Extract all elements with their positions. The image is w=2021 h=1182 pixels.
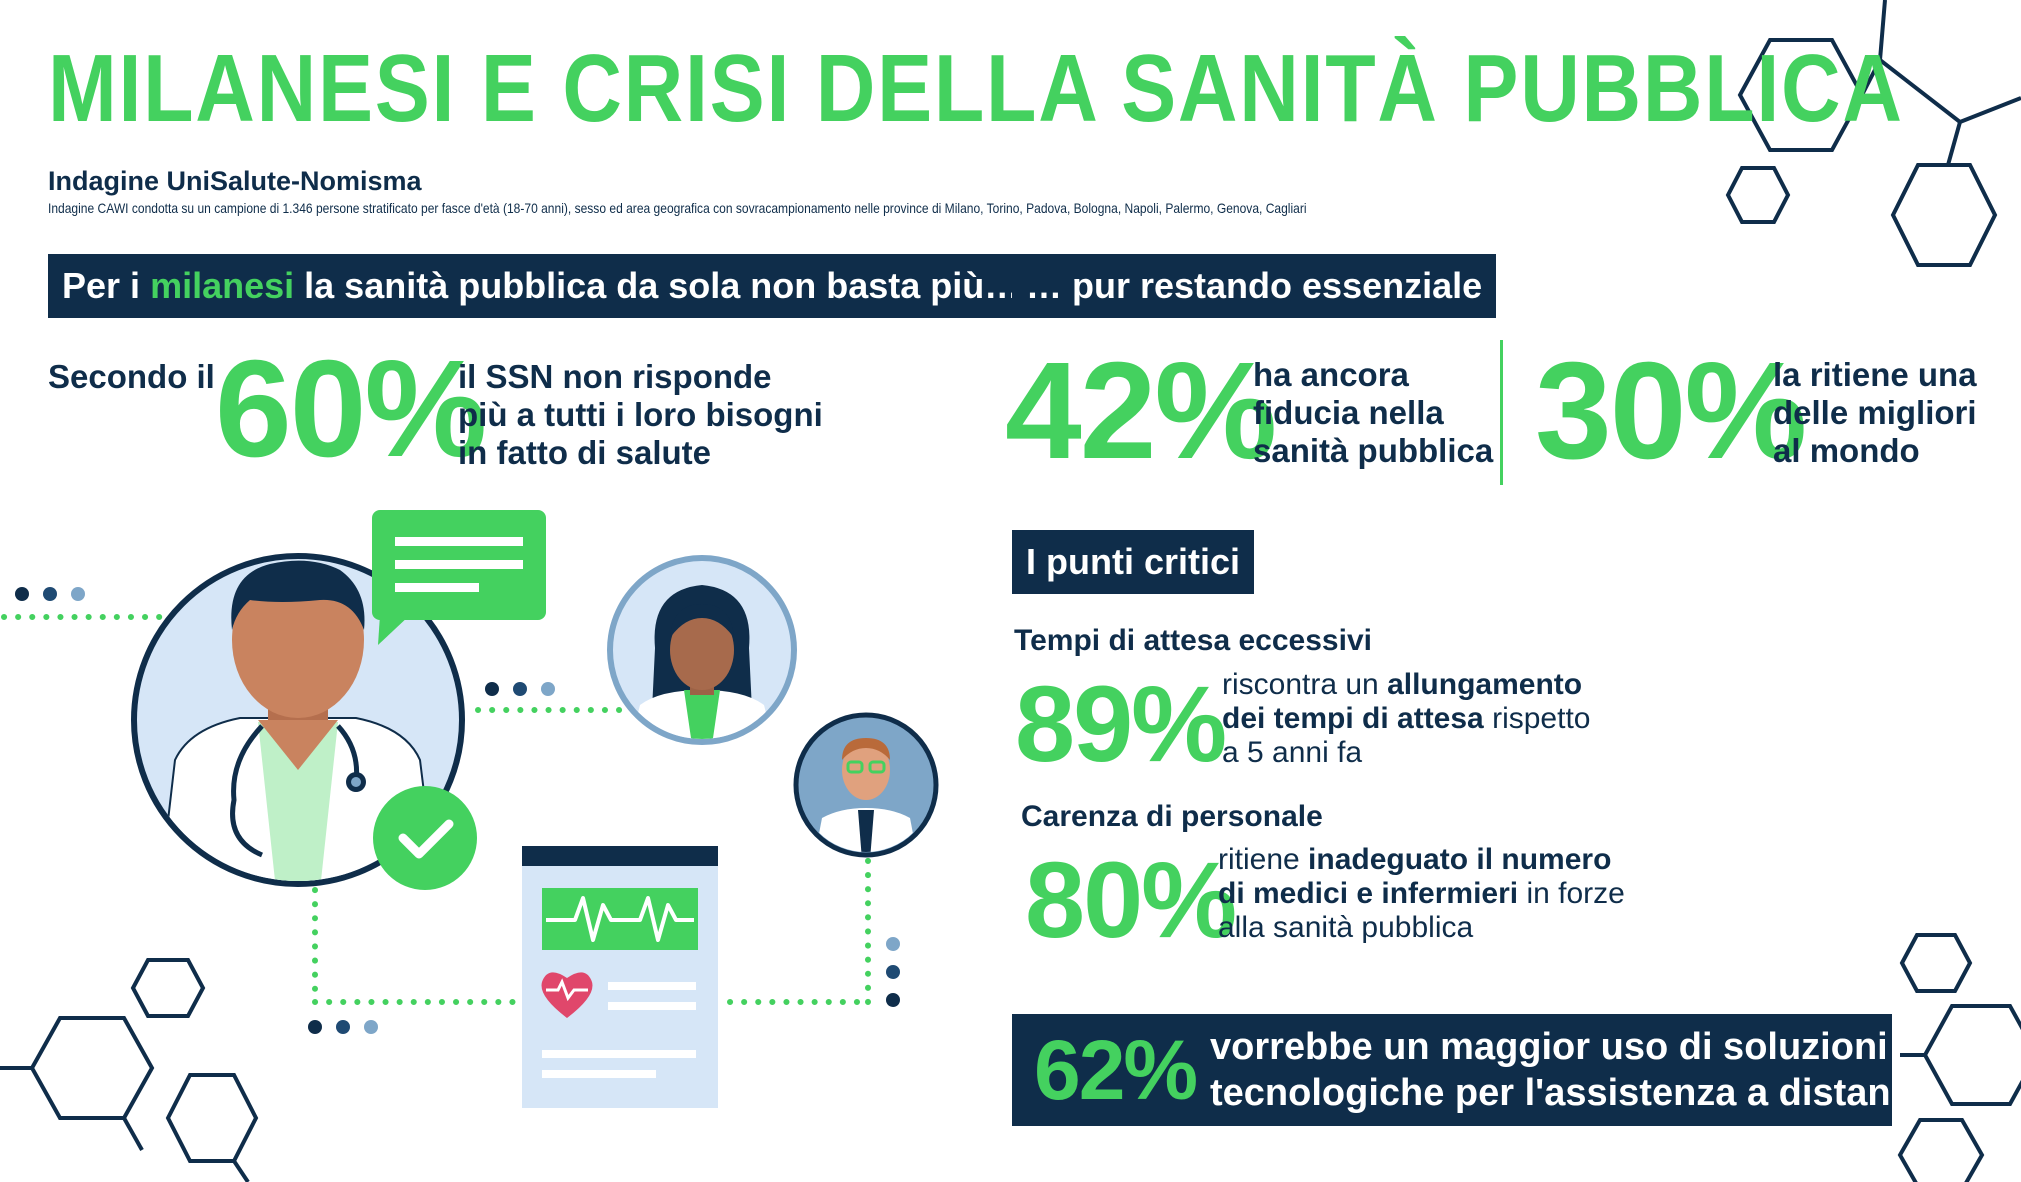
stat-divider [1500, 340, 1503, 485]
survey-subtitle: Indagine UniSalute-Nomisma [48, 166, 422, 196]
stat-intro: Secondo il [48, 358, 215, 395]
banner-highlight: milanesi [150, 265, 295, 306]
desc-normal: ritiene [1218, 843, 1309, 876]
right-section-banner: … pur restando essenziale [1012, 254, 1497, 318]
stat-89-value: 89% [1015, 663, 1227, 784]
stat-42-line3: sanità pubblica [1253, 432, 1494, 469]
staff-shortage-line1: ritiene inadeguato il numero [1218, 843, 1611, 877]
staff-shortage-line3: alla sanità pubblica [1218, 911, 1474, 944]
technology-line1: vorrebbe un maggior uso di soluzioni [1210, 1026, 1888, 1068]
desc-bold: dei tempi di attesa [1222, 702, 1484, 735]
technology-line2: tecnologiche per l'assistenza a distanza [1210, 1072, 1931, 1114]
stat-60-value: 60% [215, 332, 487, 486]
waiting-times-line2: dei tempi di attesa rispetto [1222, 702, 1590, 736]
stat-60-line3: in fatto di salute [458, 434, 712, 471]
waiting-times-label: Tempi di attesa eccessivi [1014, 624, 1372, 657]
methodology-note: Indagine CAWI condotta su un campione di… [48, 200, 1307, 216]
left-section-banner: Per i milanesi la sanità pubblica da sol… [48, 254, 1035, 318]
stat-42-line2: fiducia nella [1253, 394, 1444, 431]
stat-60-line1: il SSN non risponde [458, 358, 772, 395]
banner-suffix: la sanità pubblica da sola non basta più… [294, 265, 1021, 306]
stat-30-line3: al mondo [1773, 432, 1920, 469]
stat-30-line1: la ritiene una [1773, 356, 1977, 393]
technology-box: 62% vorrebbe un maggior uso di soluzioni… [1012, 1014, 1931, 1126]
staff-shortage-line2: di medici e infermieri in forze [1218, 877, 1625, 911]
stat-30-value: 30% [1535, 334, 1807, 488]
stat-62-value: 62% [1034, 1023, 1198, 1117]
stat-42-line1: ha ancora [1253, 356, 1409, 393]
waiting-times-line3: a 5 anni fa [1222, 736, 1363, 769]
stat-80-value: 80% [1025, 839, 1237, 960]
critical-points-banner: I punti critici [1012, 530, 1255, 594]
banner-prefix: Per i [62, 265, 151, 306]
desc-normal: riscontra un [1222, 668, 1388, 701]
stat-30-line2: delle migliori [1773, 394, 1977, 431]
desc-normal: rispetto [1483, 702, 1591, 735]
desc-bold: allungamento [1387, 668, 1583, 701]
desc-normal: in forze [1518, 877, 1625, 910]
technology-text: vorrebbe un maggior uso di soluzioni tec… [1210, 1024, 1931, 1116]
staff-shortage-label: Carenza di personale [1021, 800, 1323, 833]
desc-bold: inadeguato il numero [1308, 843, 1612, 876]
desc-bold: di medici e infermieri [1218, 877, 1519, 910]
stat-42-value: 42% [1005, 334, 1277, 488]
stat-60-line2: più a tutti i loro bisogni [458, 396, 823, 433]
waiting-times-line1: riscontra un allungamento [1222, 668, 1582, 702]
page-title: MILANESI E CRISI DELLA SANITÀ PUBBLICA [48, 35, 1904, 142]
